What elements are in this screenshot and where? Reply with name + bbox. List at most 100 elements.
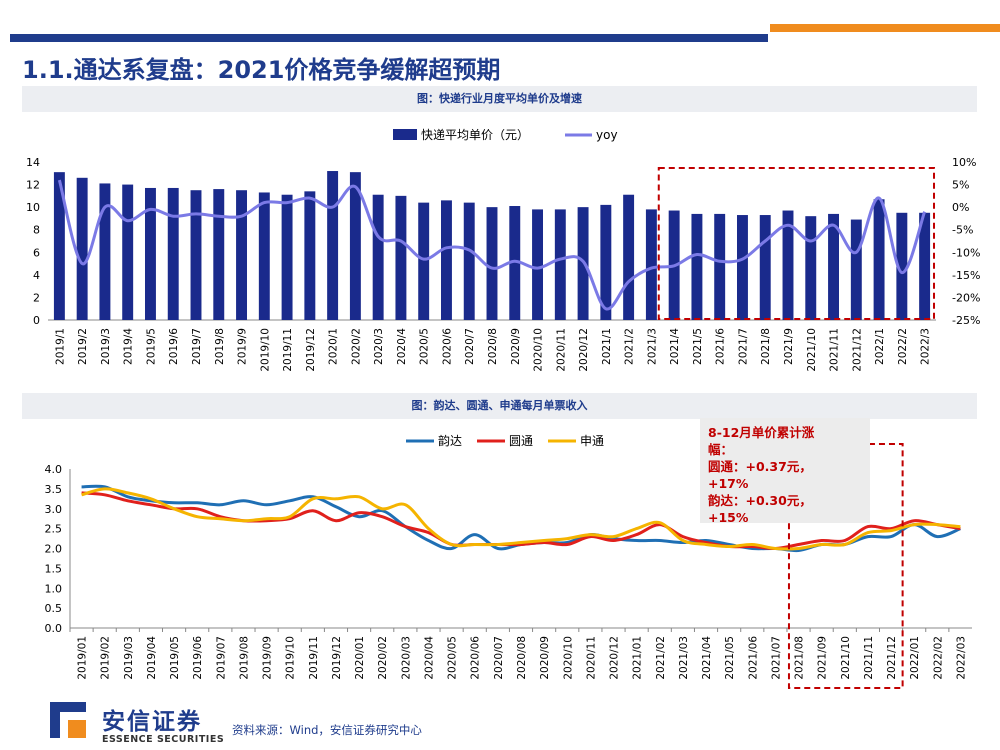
x-tick-label: 2019/04 (146, 636, 158, 680)
x-tick-label: 2020/10 (562, 636, 574, 680)
annotation-line: 8-12月单价累计涨 (708, 425, 815, 440)
bar (122, 184, 134, 320)
y-tick-label: 3.5 (45, 483, 63, 496)
bar (236, 190, 248, 320)
bar (440, 200, 452, 320)
x-tick-label: 2020/03 (400, 636, 412, 680)
bar (759, 215, 771, 320)
x-tick-label: 2019/08 (238, 636, 250, 680)
chart2-caption: 图：韵达、圆通、申通每月单票收入 (22, 393, 977, 419)
x-tick-label: 2021/12 (851, 328, 863, 372)
x-tick-label: 2020/01 (354, 636, 366, 680)
y-tick-label: 4.0 (45, 463, 63, 476)
bar (463, 202, 475, 320)
bar (99, 183, 111, 320)
y-tick-label-left: 10 (26, 201, 40, 214)
bar (190, 190, 202, 320)
x-tick-label: 2019/10 (259, 328, 271, 372)
y-tick-label-left: 4 (33, 269, 40, 282)
x-tick-label: 2022/03 (955, 636, 967, 680)
bar (532, 209, 544, 320)
x-tick-label: 2020/06 (470, 636, 482, 680)
x-tick-label: 2021/10 (806, 328, 818, 372)
bar (600, 204, 612, 320)
y-tick-label-left: 12 (26, 179, 40, 192)
x-tick-label: 2021/1 (601, 328, 613, 365)
bar (873, 199, 885, 320)
x-tick-label: 2021/10 (840, 636, 852, 680)
x-tick-label: 2019/11 (282, 328, 294, 372)
y-tick-label-left: 2 (33, 291, 40, 304)
logo-icon (50, 702, 86, 738)
x-tick-label: 2019/11 (308, 636, 320, 680)
x-tick-label: 2020/11 (555, 328, 567, 372)
y-tick-label: 0.5 (45, 602, 63, 615)
x-tick-label: 2019/07 (215, 636, 227, 680)
bar (349, 172, 361, 320)
x-tick-label: 2021/08 (794, 636, 806, 680)
bar (828, 213, 840, 320)
legend-label-yunda: 韵达 (438, 433, 462, 448)
bar (486, 207, 498, 320)
x-tick-label: 2019/7 (191, 328, 203, 365)
x-tick-label: 2021/04 (701, 636, 713, 680)
bar (782, 210, 794, 320)
x-tick-label: 2019/06 (192, 636, 204, 680)
bar (395, 195, 407, 320)
x-tick-label: 2021/02 (655, 636, 667, 680)
x-tick-label: 2021/11 (829, 328, 841, 372)
bar (372, 194, 384, 320)
x-tick-label: 2019/03 (123, 636, 135, 680)
bar (850, 219, 862, 320)
x-tick-label: 2020/7 (464, 328, 476, 365)
x-tick-label: 2020/4 (396, 328, 408, 365)
annotation-line: +17% (708, 476, 749, 491)
x-tick-label: 2021/11 (863, 636, 875, 680)
highlight-box (787, 443, 904, 689)
bar (554, 209, 566, 320)
yoy-line (57, 179, 927, 311)
y-tick-label-left: 14 (26, 156, 40, 169)
y-tick-label: 2.5 (45, 523, 63, 536)
bar (896, 212, 908, 320)
x-tick-label: 2020/3 (373, 328, 385, 365)
legend-label-yoy: yoy (596, 128, 618, 142)
header-accent-bar (770, 24, 1000, 32)
x-tick-label: 2022/02 (932, 636, 944, 680)
x-tick-label: 2020/02 (377, 636, 389, 680)
x-tick-label: 2021/01 (632, 636, 644, 680)
x-tick-label: 2019/4 (123, 328, 135, 365)
x-tick-label: 2021/4 (669, 328, 681, 365)
y-tick-label-right: -10% (952, 246, 980, 259)
x-tick-label: 2020/9 (510, 328, 522, 365)
x-tick-label: 2020/08 (516, 636, 528, 680)
x-tick-label: 2022/01 (909, 636, 921, 680)
legend-label-yto: 圆通 (509, 434, 533, 448)
x-tick-label: 2021/3 (646, 328, 658, 365)
x-tick-label: 2021/9 (783, 328, 795, 365)
bar (509, 206, 521, 320)
x-tick-label: 2019/9 (237, 328, 249, 365)
x-tick-label: 2020/6 (441, 328, 453, 365)
bar (281, 194, 293, 320)
bar (919, 212, 931, 320)
x-tick-label: 2019/01 (77, 636, 89, 680)
logo-subtext: ESSENCE SECURITIES (102, 734, 225, 745)
x-tick-label: 2021/7 (737, 328, 749, 365)
annotation-line: 圆通：+0.37元， (708, 459, 812, 474)
y-tick-label: 2.0 (45, 543, 63, 556)
x-tick-label: 2021/8 (760, 328, 772, 365)
bar (418, 202, 430, 320)
annotation-line: 幅： (708, 442, 734, 457)
x-tick-label: 2019/05 (169, 636, 181, 680)
bar (304, 191, 316, 320)
y-tick-label-right: -15% (952, 269, 980, 282)
bar (167, 187, 179, 320)
bar (213, 189, 225, 320)
bar (714, 213, 726, 320)
x-tick-label: 2019/02 (100, 636, 112, 680)
legend-label-sto: 申通 (580, 434, 604, 448)
bar (805, 216, 817, 320)
x-tick-label: 2019/6 (168, 328, 180, 365)
source-note: 资料来源：Wind，安信证券研究中心 (232, 723, 422, 737)
